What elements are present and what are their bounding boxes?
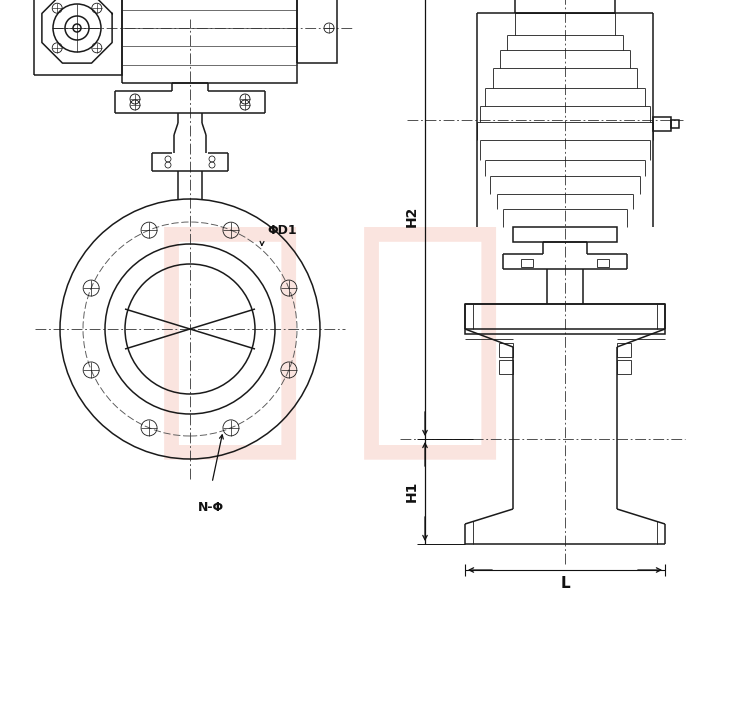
Bar xyxy=(465,304,665,334)
Bar xyxy=(521,259,533,267)
Bar xyxy=(499,343,513,357)
Bar xyxy=(513,227,617,242)
Bar xyxy=(617,360,631,374)
Text: N-Φ: N-Φ xyxy=(198,501,224,514)
Bar xyxy=(34,0,122,75)
Bar xyxy=(671,120,679,128)
Text: H1: H1 xyxy=(405,481,419,502)
Text: 万: 万 xyxy=(351,211,509,467)
Bar xyxy=(297,0,337,63)
Text: ΦD1: ΦD1 xyxy=(267,224,296,237)
Bar xyxy=(597,259,609,267)
Bar xyxy=(122,0,297,83)
Bar xyxy=(515,0,615,13)
Bar xyxy=(617,343,631,357)
Bar xyxy=(499,360,513,374)
Text: 品: 品 xyxy=(151,211,309,467)
Bar xyxy=(653,117,671,130)
Text: L: L xyxy=(560,576,570,591)
Text: H2: H2 xyxy=(405,206,419,227)
